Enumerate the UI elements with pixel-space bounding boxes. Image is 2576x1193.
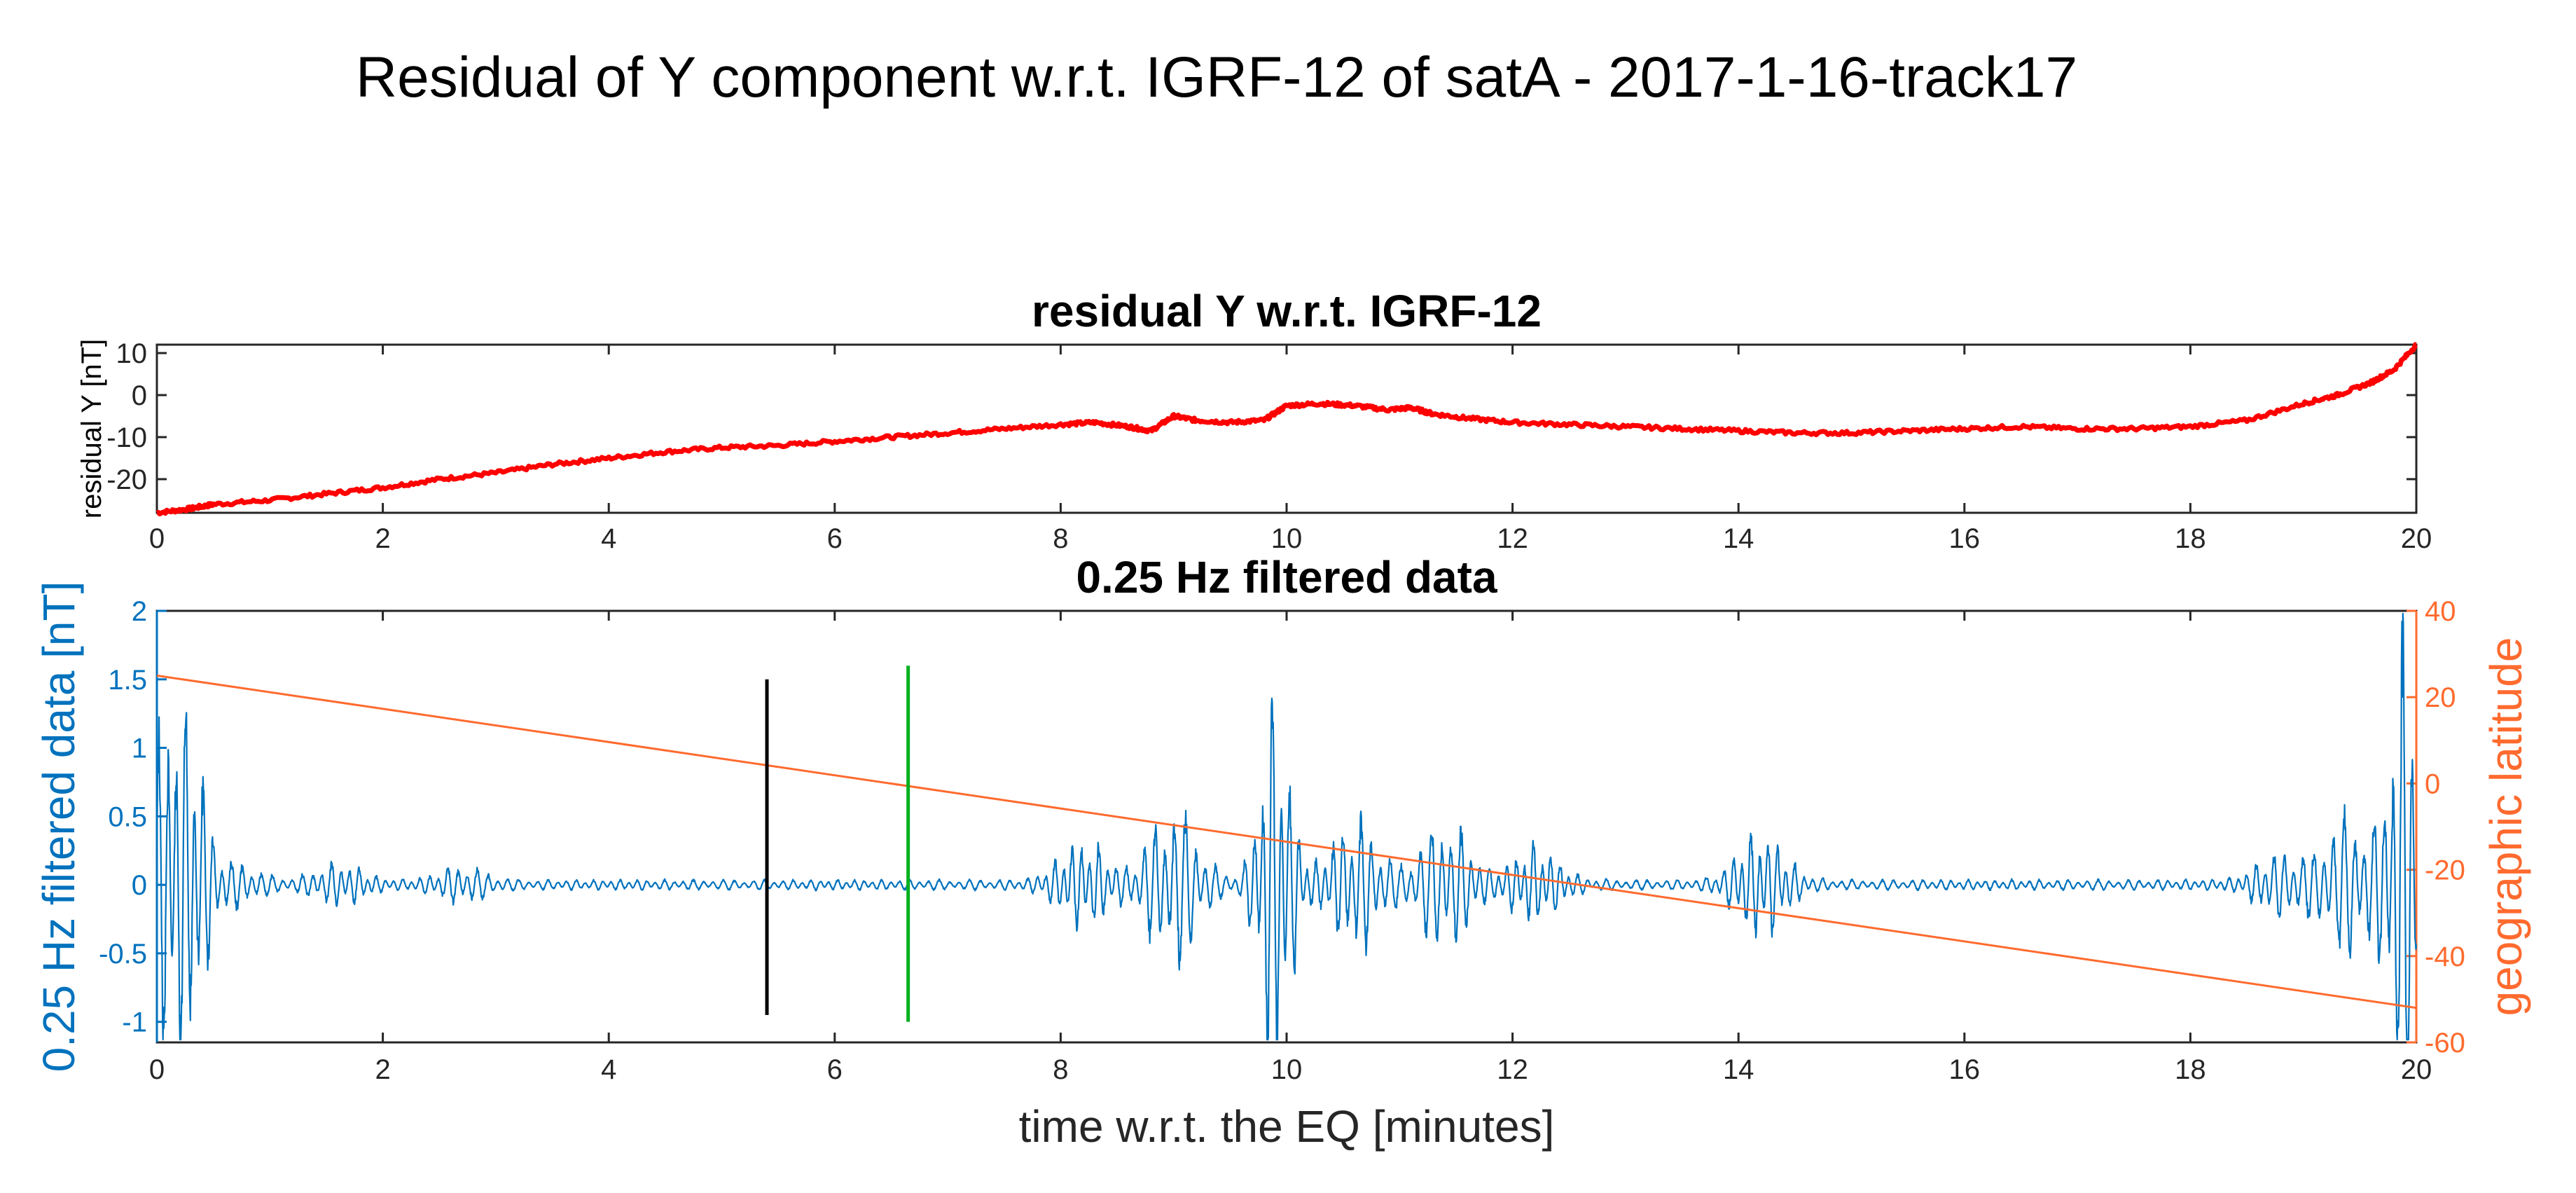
- filtered-x-tick-label: 4: [601, 1054, 616, 1085]
- filtered-y-tick-label: 2: [132, 596, 147, 627]
- filtered-x-tick-label: 12: [1497, 1054, 1528, 1085]
- residual-axes: residual Y w.r.t. IGRF-12 residual Y [nT…: [76, 286, 2432, 554]
- filtered-y-tick-label: 0: [132, 870, 147, 901]
- filtered-y-tick-label: 1: [132, 733, 147, 764]
- latitude-y-axis-label: geographic latitude: [2481, 637, 2531, 1016]
- filtered-axes: 0.25 Hz filtered data 0.25 Hz filtered d…: [34, 552, 2531, 1152]
- residual-x-tick-label: 6: [827, 523, 843, 554]
- filtered-axes-title: 0.25 Hz filtered data: [1076, 552, 1497, 602]
- filtered-y-tick-label: -1: [122, 1007, 147, 1038]
- time-x-axis-label: time w.r.t. the EQ [minutes]: [1019, 1101, 1555, 1152]
- residual-y-tick-label: 0: [132, 380, 147, 411]
- residual-x-tick-label: 8: [1053, 523, 1068, 554]
- residual-y-tick-label: -20: [106, 464, 147, 495]
- filtered-axes-box: [155, 609, 2418, 1044]
- residual-y-tick-label: -10: [106, 422, 147, 453]
- residual-y-axis-label: residual Y [nT]: [76, 339, 107, 518]
- filtered-x-tick-label: 8: [1053, 1054, 1068, 1085]
- latitude-y-tick-label: 0: [2425, 768, 2440, 799]
- filtered-y-tick-label: -0.5: [99, 939, 147, 970]
- residual-x-tick-label: 16: [1949, 523, 1981, 554]
- residual-x-tick-label: 2: [375, 523, 390, 554]
- filtered-x-tick-label: 14: [1723, 1054, 1754, 1085]
- filtered-x-tick-label: 16: [1949, 1054, 1981, 1085]
- latitude-y-tick-label: -20: [2425, 855, 2465, 886]
- filtered-x-tick-label: 0: [149, 1054, 165, 1085]
- filtered-y-axis-label: 0.25 Hz filtered data [nT]: [34, 581, 84, 1073]
- filtered-ticks: 0 2 4 6 8 10 12 14 16 18 20 2 1.5 1 0.5 0 -0.5 -1 40 20 0 -20…: [99, 596, 2465, 1085]
- latitude-series-line: [156, 674, 2417, 1009]
- residual-series-line: [155, 342, 2418, 517]
- residual-x-tick-label: 14: [1723, 523, 1754, 554]
- figure-title: Residual of Y component w.r.t. IGRF-12 o…: [356, 46, 2077, 109]
- filtered-x-tick-label: 2: [375, 1054, 390, 1085]
- residual-x-tick-label: 0: [149, 523, 165, 554]
- filtered-y-tick-label: 1.5: [108, 665, 147, 696]
- latitude-y-tick-label: 20: [2425, 682, 2456, 713]
- residual-x-tick-label: 4: [601, 523, 616, 554]
- residual-x-tick-label: 12: [1497, 523, 1528, 554]
- latitude-y-tick-label: -60: [2425, 1028, 2465, 1058]
- filtered-y-tick-label: 0.5: [108, 801, 147, 832]
- filtered-x-tick-label: 10: [1271, 1054, 1303, 1085]
- latitude-y-tick-label: -40: [2425, 942, 2465, 972]
- residual-ticks: 0 2 4 6 8 10 12 14 16 18 20 10 0 -10 -20: [106, 338, 2432, 554]
- filtered-x-tick-label: 20: [2401, 1054, 2432, 1085]
- latitude-y-tick-label: 40: [2425, 596, 2456, 627]
- residual-y-tick-label: 10: [116, 338, 148, 369]
- filtered-series-line: [155, 612, 2418, 1041]
- residual-axes-title: residual Y w.r.t. IGRF-12: [1032, 286, 1542, 336]
- residual-x-tick-label: 18: [2175, 523, 2206, 554]
- residual-x-tick-label: 20: [2401, 523, 2432, 554]
- filtered-x-tick-label: 18: [2175, 1054, 2206, 1085]
- residual-x-tick-label: 10: [1271, 523, 1303, 554]
- filtered-x-tick-label: 6: [827, 1054, 843, 1085]
